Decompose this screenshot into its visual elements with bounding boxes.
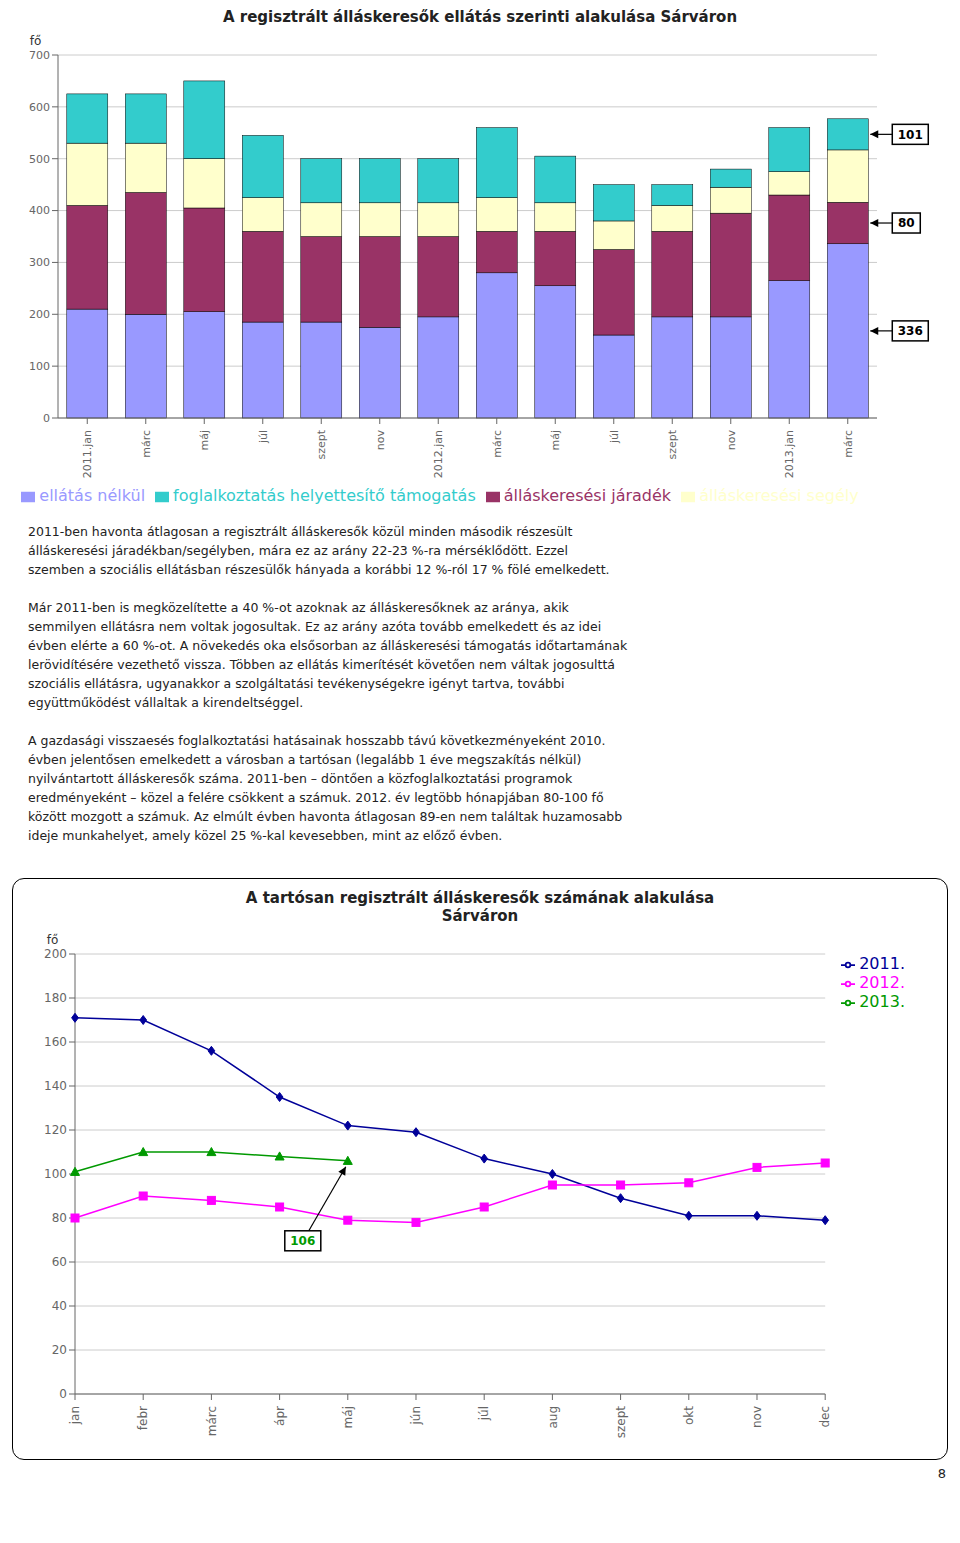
svg-text:márc: márc	[842, 430, 855, 458]
svg-text:júl: júl	[477, 1406, 491, 1421]
svg-text:200: 200	[29, 308, 50, 321]
svg-text:120: 120	[44, 1123, 67, 1137]
svg-text:okt: okt	[682, 1406, 696, 1425]
svg-text:2012.jan: 2012.jan	[432, 430, 445, 478]
html-text:álláskeresési segély: álláskeresési segély	[699, 486, 859, 505]
svg-text:júl: júl	[608, 430, 621, 444]
svg-text:aug: aug	[546, 1406, 560, 1429]
svg-text:100: 100	[44, 1167, 67, 1181]
html-text:eredményeként – közel a felére: eredményeként – közel a felére csökkent …	[28, 790, 604, 805]
html-text:2012.: 2012.	[859, 973, 905, 992]
svg-text:20: 20	[52, 1343, 67, 1357]
svg-text:400: 400	[29, 204, 50, 217]
html-text:2011-ben havonta átlagosan a r: 2011-ben havonta átlagosan a regisztrált…	[28, 524, 573, 539]
svg-text:0: 0	[59, 1387, 67, 1401]
html-text:évben jelentősen emelkedett a: évben jelentősen emelkedett a városban a…	[28, 752, 582, 767]
html-text:8: 8	[937, 1466, 946, 1481]
html-text:2013.: 2013.	[859, 992, 905, 1011]
svg-text:ápr: ápr	[273, 1406, 287, 1426]
svg-text:nov: nov	[374, 430, 387, 451]
svg-text:80: 80	[52, 1211, 67, 1225]
html-text:A tartósan regisztrált álláske: A tartósan regisztrált álláskeresők szám…	[245, 889, 715, 925]
svg-text:szept: szept	[614, 1406, 628, 1439]
svg-text:106: 106	[290, 1234, 315, 1248]
svg-text:máj: máj	[198, 430, 211, 451]
svg-text:márc: márc	[140, 430, 153, 458]
svg-text:500: 500	[29, 153, 50, 166]
svg-text:szept: szept	[315, 429, 328, 459]
html-text:lerövidítésére vezethető vissz: lerövidítésére vezethető vissza. Többen …	[28, 657, 615, 672]
svg-text:fő: fő	[47, 933, 59, 947]
html-text:ideje munkahelyet, amely közel: ideje munkahelyet, amely közel 25 %-kal …	[28, 828, 503, 843]
svg-text:2011.jan: 2011.jan	[81, 430, 94, 478]
svg-text:máj: máj	[341, 1406, 355, 1428]
svg-text:300: 300	[29, 256, 50, 269]
html-text:szemben a szociális ellátásban: szemben a szociális ellátásban részesülő…	[28, 562, 610, 577]
svg-text:80: 80	[898, 216, 915, 230]
html-text:A regisztrált álláskeresők ell: A regisztrált álláskeresők ellátás szeri…	[222, 8, 738, 26]
html-text:álláskeresési járadék: álláskeresési járadék	[503, 486, 672, 505]
svg-text:180: 180	[44, 991, 67, 1005]
svg-text:jan: jan	[68, 1406, 82, 1425]
svg-text:600: 600	[29, 101, 50, 114]
html-text:álláskeresési járadékban/segél: álláskeresési járadékban/segélyben, mára…	[28, 543, 568, 558]
svg-text:szept: szept	[666, 429, 679, 459]
svg-text:fő: fő	[30, 34, 42, 48]
svg-text:2013.jan: 2013.jan	[783, 430, 796, 478]
svg-text:60: 60	[52, 1255, 67, 1269]
svg-text:40: 40	[52, 1299, 67, 1313]
svg-text:0: 0	[43, 412, 50, 425]
html-text:Már 2011-ben is megközelítette: Már 2011-ben is megközelítette a 40 %-ot…	[28, 600, 569, 615]
html-text:nyilvántartott álláskeresők sz: nyilvántartott álláskeresők száma. 2011-…	[28, 771, 573, 786]
html-text:2011.: 2011.	[859, 954, 905, 973]
html-text:ellátás nélkül: ellátás nélkül	[39, 486, 146, 505]
svg-text:200: 200	[44, 947, 67, 961]
svg-text:160: 160	[44, 1035, 67, 1049]
svg-text:márc: márc	[491, 430, 504, 458]
html-text:együttműködést vállaltak a kir: együttműködést vállaltak a kirendeltségg…	[28, 695, 304, 710]
svg-text:máj: máj	[549, 430, 562, 451]
html-text:évben elérte a 60 %-ot. A növe: évben elérte a 60 %-ot. A növekedés oka …	[28, 638, 628, 653]
html-text:között mozgott a számuk. Az el: között mozgott a számuk. Az elmúlt évben…	[28, 809, 623, 824]
svg-text:dec: dec	[818, 1406, 832, 1428]
svg-text:700: 700	[29, 49, 50, 62]
svg-text:140: 140	[44, 1079, 67, 1093]
svg-text:100: 100	[29, 360, 50, 373]
html-text:semmilyen ellátásra nem voltak: semmilyen ellátásra nem voltak jogosulta…	[28, 619, 602, 634]
svg-text:jún: jún	[409, 1406, 423, 1426]
svg-text:febr: febr	[136, 1406, 150, 1430]
svg-text:júl: júl	[257, 430, 270, 444]
svg-text:nov: nov	[725, 430, 738, 451]
svg-text:márc: márc	[205, 1406, 219, 1436]
html-text:foglalkoztatás helyettesítő tá: foglalkoztatás helyettesítő támogatás	[173, 486, 476, 505]
svg-text:336: 336	[898, 324, 923, 338]
html-text:szociális ellátásra, ugyanakko: szociális ellátásra, ugyanakkor a szolgá…	[28, 676, 565, 691]
html-text:A gazdasági visszaesés foglalk: A gazdasági visszaesés foglalkoztatási h…	[28, 733, 606, 748]
svg-text:nov: nov	[750, 1406, 764, 1428]
svg-text:101: 101	[898, 128, 923, 142]
